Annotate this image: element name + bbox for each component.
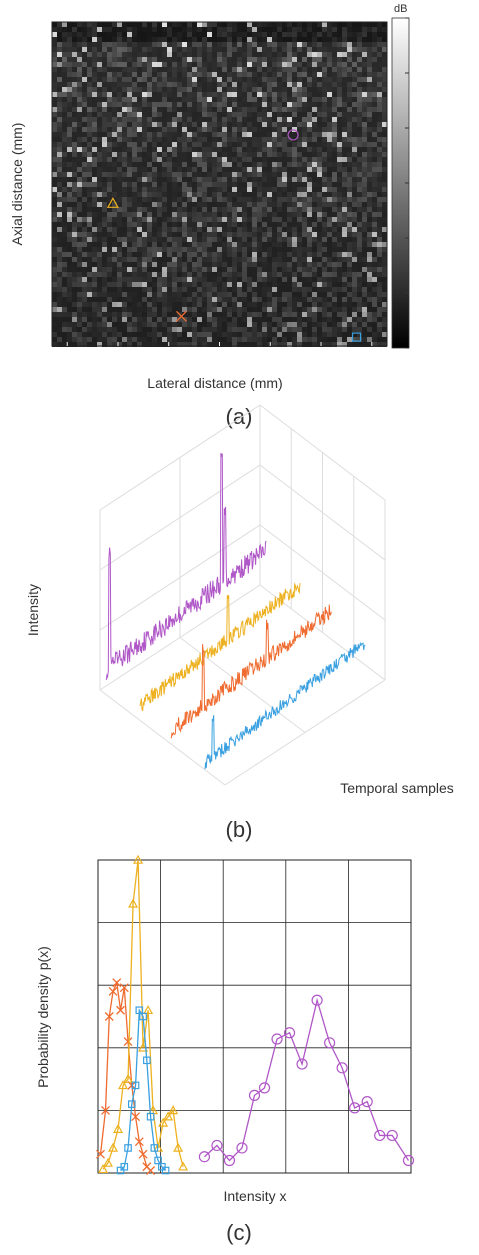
data-point-square [161, 1166, 170, 1175]
data-point-triangle [128, 898, 139, 908]
data-point-triangle [133, 854, 144, 864]
data-point-circle [248, 1089, 261, 1101]
data-point-square [131, 1081, 140, 1090]
panel-a-x-label: Lateral distance (mm) [147, 375, 282, 391]
data-point-circle [336, 1062, 348, 1074]
caption-c: (c) [226, 1220, 252, 1245]
colorbar-ticks [405, 17, 409, 349]
data-point-triangle [143, 1005, 154, 1015]
panel-b-traces [105, 452, 366, 770]
marker-x [175, 310, 187, 322]
panel-a-ultrasound-image: Lateral distance (mm) Axial distance (mm… [9, 3, 410, 391]
trace-1 [139, 582, 301, 712]
data-point-circle [258, 1082, 271, 1094]
floor-line [99, 689, 226, 786]
data-point-square [139, 1012, 147, 1021]
data-point-circle [296, 1058, 308, 1070]
data-point-triangle [168, 1105, 179, 1115]
data-point-square [128, 1100, 136, 1108]
ultrasound-speckle [52, 22, 387, 347]
trace-3 [204, 641, 366, 770]
data-point-square [143, 1056, 151, 1065]
data-point-x [138, 1149, 148, 1159]
data-point-circle [236, 1142, 248, 1154]
data-point-x [131, 1112, 141, 1122]
panel-c-plot-area [97, 859, 412, 1174]
data-point-triangle [163, 1111, 174, 1121]
data-point-x [104, 1012, 114, 1021]
data-point-x [119, 983, 129, 993]
trace-2 [170, 604, 332, 739]
data-point-circle [349, 1102, 361, 1114]
data-point-circle [271, 1033, 283, 1045]
panel-b-x-label: Temporal samples [340, 780, 454, 796]
data-point-circle [374, 1129, 386, 1142]
series-line-x [99, 980, 152, 1171]
data-point-circle [311, 994, 323, 1006]
panel-c-y-label: Probability density p(x) [35, 946, 51, 1088]
data-point-triangle [113, 1123, 124, 1133]
data-point-circle [283, 1027, 296, 1039]
data-point-x [134, 1137, 144, 1147]
data-point-circle [324, 1037, 336, 1049]
data-point-x [123, 1037, 133, 1046]
data-point-circle [223, 1154, 236, 1167]
panel-c-series [96, 854, 415, 1175]
data-point-triangle [173, 1142, 184, 1152]
panel-c-pdf-chart: Intensity x Probability density p(x) [35, 854, 415, 1204]
data-point-x [112, 978, 122, 988]
panel-c-grid [97, 859, 412, 1174]
caption-b: (b) [226, 817, 253, 842]
data-point-circle [198, 1151, 211, 1163]
panel-c-x-label: Intensity x [223, 1188, 286, 1204]
series-line-square [120, 1008, 167, 1171]
panel-b-3d-time-series: Intensity Temporal samples [25, 404, 454, 796]
floor-line [179, 637, 306, 733]
panel-b-z-label: Intensity [25, 584, 41, 636]
data-point-triangle [178, 1161, 189, 1171]
data-point-x [96, 1149, 105, 1159]
data-point-square [120, 1162, 129, 1171]
marker-circle [287, 129, 299, 141]
data-point-triangle [158, 1117, 169, 1127]
marker-square [351, 332, 362, 342]
panel-a-pixel-markers [106, 129, 362, 342]
panel-a-x-ticks [66, 342, 373, 346]
data-point-x [101, 1105, 110, 1115]
data-point-square [146, 1112, 155, 1121]
data-point-circle [386, 1129, 398, 1142]
data-point-square [124, 1144, 132, 1152]
trace-0 [105, 452, 267, 680]
series-line-circle [203, 997, 410, 1162]
data-point-circle [402, 1154, 415, 1167]
data-point-x [116, 1005, 125, 1015]
data-point-square [150, 1144, 159, 1152]
data-point-x [108, 987, 118, 996]
marker-triangle [106, 197, 119, 208]
data-point-triangle [102, 1157, 114, 1167]
data-point-triangle [118, 1080, 129, 1090]
data-point-triangle [97, 1164, 109, 1174]
panel-a-y-label: Axial distance (mm) [9, 123, 25, 246]
panel-b-3d-grid [99, 404, 386, 786]
colorbar-unit: dB [394, 3, 407, 15]
data-point-circle [211, 1139, 223, 1152]
data-point-circle [361, 1096, 373, 1108]
data-point-x [146, 1166, 156, 1175]
data-point-triangle [123, 1073, 134, 1083]
data-point-triangle [108, 1142, 119, 1152]
